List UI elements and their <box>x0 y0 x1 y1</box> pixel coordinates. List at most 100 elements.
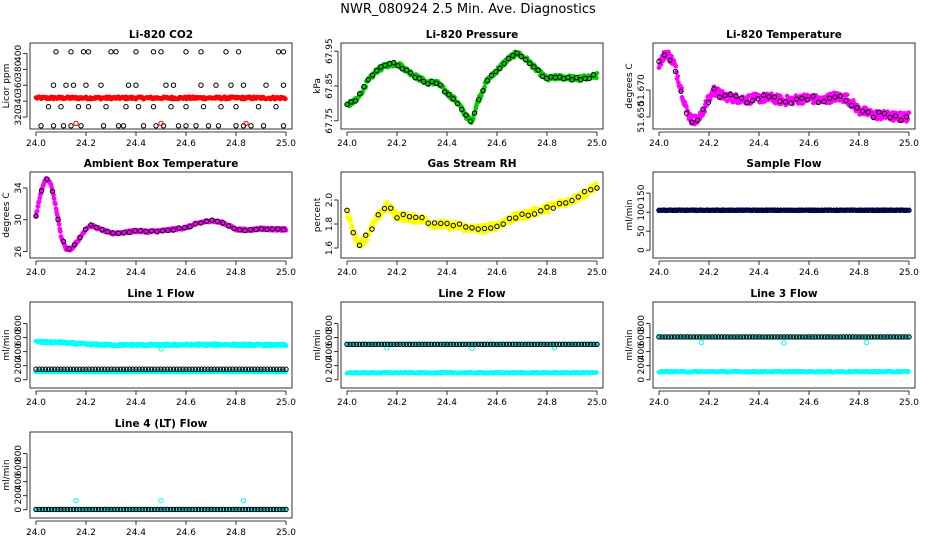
data-point <box>113 49 119 55</box>
data-point <box>897 110 903 115</box>
data-point <box>205 123 212 129</box>
data-point <box>365 76 371 83</box>
data-point <box>275 49 282 55</box>
data-point <box>586 75 592 82</box>
data-point <box>522 56 529 63</box>
x-tick-label: 24.0 <box>26 268 46 278</box>
y-axis-label: ml/min <box>625 329 635 360</box>
data-point <box>361 83 367 90</box>
data-point <box>63 82 69 88</box>
data-point <box>233 123 239 129</box>
data-point <box>594 180 599 186</box>
data-point <box>675 73 681 79</box>
chart-title: Line 2 Flow <box>438 288 505 300</box>
data-point <box>501 60 507 67</box>
data-point <box>260 123 267 129</box>
y-axis-label: degrees C <box>625 63 635 108</box>
x-tick-label: 24.6 <box>176 398 196 408</box>
data-point <box>510 52 516 59</box>
y-tick-label: 30 <box>14 214 24 226</box>
data-point <box>844 92 850 98</box>
data-point <box>183 49 189 55</box>
x-tick-label: 24.6 <box>487 398 507 408</box>
data-point <box>120 123 127 129</box>
x-tick-label: 24.6 <box>487 139 507 149</box>
x-tick-label: 24.8 <box>849 268 869 278</box>
data-point <box>425 81 431 87</box>
data-point <box>488 72 495 79</box>
y-tick-label: 1.6 <box>325 241 335 256</box>
data-point <box>38 123 44 129</box>
y-tick-label: 34 <box>14 182 24 194</box>
data-point <box>140 123 147 129</box>
data-point <box>168 103 174 110</box>
y-tick-label: 0 <box>325 377 335 383</box>
y-tick-label: 51.670 <box>637 74 647 106</box>
data-point <box>724 98 730 104</box>
data-point <box>53 201 58 207</box>
x-tick-label: 24.4 <box>126 268 146 278</box>
data-point <box>108 49 114 55</box>
data-point <box>395 63 401 69</box>
data-point <box>49 184 54 190</box>
chart-title: Line 1 Flow <box>127 288 194 300</box>
data-point <box>75 103 82 110</box>
y-tick-label: 800 <box>325 315 335 332</box>
data-point <box>454 100 461 107</box>
x-tick-label: 24.4 <box>437 139 457 149</box>
x-tick-label: 24.2 <box>76 139 96 149</box>
data-point <box>83 82 89 88</box>
y-tick-label: 67.75 <box>325 108 335 134</box>
data-point <box>51 196 57 201</box>
data-point <box>53 49 59 55</box>
data-point <box>58 229 63 234</box>
x-tick-label: 24.6 <box>176 268 196 278</box>
x-tick-label: 24.4 <box>749 139 769 149</box>
x-tick-label: 24.8 <box>537 398 557 408</box>
plot-frame <box>652 42 916 130</box>
series-cyan-low <box>656 368 911 375</box>
data-point <box>198 49 204 55</box>
y-tick-label: 67.95 <box>325 38 335 64</box>
x-tick-label: 24.0 <box>26 528 46 538</box>
data-point <box>590 72 597 78</box>
data-point <box>471 110 478 116</box>
data-point <box>198 82 204 88</box>
y-tick-label: 1.8 <box>325 217 335 232</box>
data-point <box>100 123 107 129</box>
data-point <box>98 82 104 88</box>
chart-title: Li-820 CO2 <box>129 29 193 41</box>
data-point <box>906 368 911 374</box>
data-point <box>60 123 67 129</box>
x-tick-label: 24.8 <box>226 528 246 538</box>
y-tick-label: 0 <box>14 507 24 513</box>
data-point <box>352 98 359 104</box>
data-point <box>125 82 132 88</box>
data-point <box>133 49 139 55</box>
x-tick-label: 24.8 <box>849 398 869 408</box>
page-title: NWR_080924 2.5 Min. Ave. Diagnostics <box>340 2 596 17</box>
x-tick-label: 24.2 <box>699 139 719 149</box>
y-tick-label: 340 <box>14 92 24 109</box>
y-tick-label: 800 <box>14 315 24 332</box>
x-tick-label: 24.2 <box>76 398 96 408</box>
data-point <box>344 101 350 108</box>
x-tick-label: 24.6 <box>799 398 819 408</box>
data-point <box>476 96 482 103</box>
data-point <box>68 49 74 55</box>
series-cyan <box>33 338 289 352</box>
y-tick-label: 100 <box>637 203 647 220</box>
data-point <box>527 60 533 67</box>
data-point <box>283 96 288 102</box>
series-black <box>344 50 597 124</box>
outlier-point <box>243 120 249 127</box>
data-point <box>594 370 599 375</box>
data-point <box>240 82 247 88</box>
